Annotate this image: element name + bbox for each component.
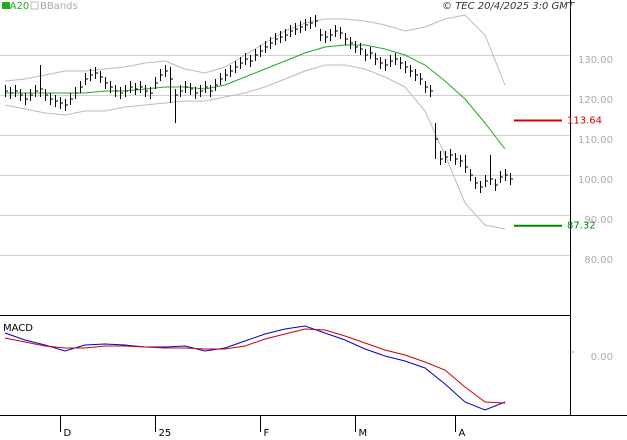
x-tick-label: 25	[159, 428, 172, 439]
legend-swatch	[30, 1, 39, 10]
macd-line	[4, 328, 506, 404]
x-tick-label: A	[459, 428, 466, 439]
x-tick-label: M	[359, 428, 368, 439]
y-tick-label: 0.00	[591, 352, 613, 363]
macd-line	[4, 325, 506, 411]
level-label: 87.32	[567, 221, 596, 232]
legend-label: BBands	[40, 1, 78, 12]
x-tick-label: F	[264, 428, 270, 439]
y-tick-label: 120.00	[578, 95, 613, 106]
x-tick-label: D	[64, 428, 72, 439]
y-tick-label: 80.00	[584, 255, 613, 266]
legend-swatch	[2, 2, 10, 9]
moving-average	[5, 44, 506, 150]
y-tick-label: 110.00	[578, 135, 613, 146]
legend-label: MA20	[1, 1, 29, 12]
source: © TEC 20/4/2025 3:0 GMT	[442, 1, 575, 12]
level-label: 113.64	[567, 115, 602, 126]
y-tick-label: 90.00	[584, 215, 613, 226]
y-tick-label: 100.00	[578, 175, 613, 186]
panel-title: MACD	[3, 323, 33, 334]
bollinger-lower	[4, 64, 506, 230]
y-tick-label: 130.00	[578, 55, 613, 66]
